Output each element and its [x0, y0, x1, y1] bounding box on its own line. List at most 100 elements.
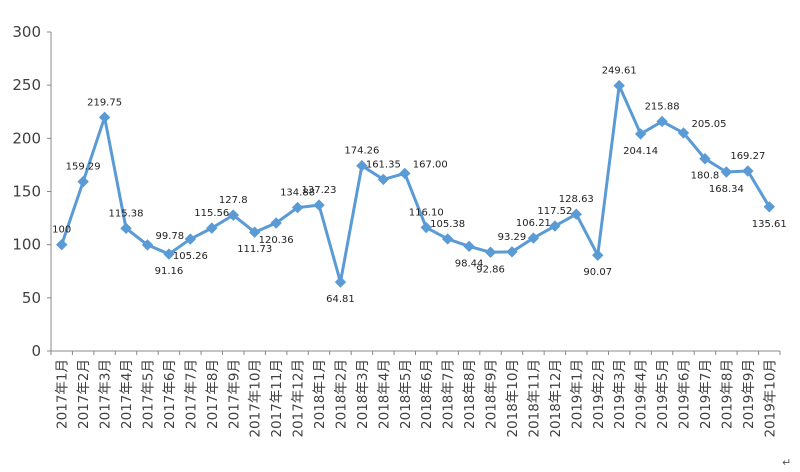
- data-point-marker: [677, 127, 690, 139]
- data-label: 92.86: [476, 264, 505, 275]
- data-point-marker: [184, 233, 197, 245]
- x-tick-label: 2017年4月: [119, 359, 135, 429]
- x-tick-label: 2019年8月: [719, 359, 735, 429]
- data-label: 117.52: [537, 206, 572, 217]
- data-label: 127.8: [219, 195, 248, 206]
- x-axis-ticks: 2017年1月 2017年2月 2017年3月 2017年4月 2017年5月 2017年…: [50, 351, 781, 438]
- data-point-marker: [270, 217, 282, 229]
- x-tick-label: 2018年11月: [526, 359, 542, 438]
- data-label: 99.78: [155, 231, 184, 242]
- data-point-marker: [313, 199, 325, 211]
- data-label: 135.61: [752, 219, 787, 230]
- data-point-marker: [549, 220, 561, 232]
- y-tick-label: 100: [12, 236, 41, 254]
- x-tick-label: 2019年3月: [612, 359, 628, 429]
- data-point-marker: [291, 201, 304, 214]
- data-label: 116.10: [409, 208, 444, 219]
- x-tick-label: 2017年11月: [269, 359, 285, 438]
- data-point-marker: [656, 115, 668, 128]
- data-label: 115.56: [194, 208, 229, 219]
- data-point-marker: [527, 232, 540, 244]
- x-tick-label: 2018年7月: [441, 359, 457, 429]
- x-tick-label: 2018年1月: [312, 359, 328, 429]
- x-tick-label: 2019年10月: [762, 359, 778, 438]
- data-label: 205.05: [692, 119, 727, 130]
- x-tick-label: 2019年9月: [741, 359, 757, 429]
- x-tick-label: 2017年1月: [55, 359, 71, 429]
- data-label: 159.29: [66, 162, 101, 173]
- x-tick-label: 2017年2月: [76, 359, 92, 429]
- data-label: 219.75: [87, 97, 122, 108]
- data-point-marker: [56, 238, 68, 251]
- x-tick-label: 2019年7月: [698, 359, 714, 429]
- data-label: 115.38: [109, 208, 144, 219]
- data-label: 174.26: [344, 146, 379, 157]
- data-point-marker: [720, 166, 733, 178]
- data-point-marker: [699, 153, 711, 165]
- data-label: 215.88: [645, 101, 680, 112]
- data-point-marker: [570, 208, 583, 220]
- data-point-marker: [356, 159, 368, 172]
- data-point-marker: [120, 222, 132, 235]
- data-label: 90.07: [583, 267, 612, 278]
- data-label: 64.81: [326, 294, 355, 305]
- data-point-marker: [742, 165, 754, 177]
- data-point-marker: [334, 276, 347, 288]
- data-label: 120.36: [259, 235, 294, 246]
- data-label: 180.8: [691, 171, 720, 182]
- data-label: 105.26: [173, 251, 208, 262]
- x-tick-label: 2018年8月: [462, 359, 478, 429]
- x-tick-label: 2018年3月: [355, 359, 371, 429]
- y-tick-label: 150: [12, 183, 41, 201]
- data-point-marker: [463, 240, 475, 253]
- x-tick-label: 2017年3月: [98, 359, 114, 429]
- data-point-marker: [399, 167, 411, 180]
- data-label: 137.23: [302, 185, 337, 196]
- x-tick-label: 2019年4月: [634, 359, 650, 429]
- data-label: 161.35: [366, 159, 401, 170]
- data-label: 105.38: [430, 219, 465, 230]
- data-point-marker: [613, 79, 625, 92]
- x-tick-label: 2017年8月: [205, 359, 221, 429]
- data-label: 134.88: [280, 188, 315, 199]
- data-point-marker: [484, 246, 497, 258]
- x-tick-label: 2017年7月: [183, 359, 199, 429]
- data-point-marker: [227, 209, 239, 221]
- data-point-marker: [441, 233, 454, 245]
- series-line: [60, 84, 771, 284]
- data-label: 168.34: [709, 184, 744, 195]
- data-point-marker: [77, 175, 89, 188]
- data-label: 93.29: [498, 232, 527, 243]
- data-point-marker: [98, 111, 111, 124]
- data-point-marker: [206, 222, 218, 234]
- x-tick-label: 2018年2月: [333, 359, 349, 429]
- x-tick-label: 2017年6月: [162, 359, 178, 429]
- x-tick-label: 2018年5月: [398, 359, 414, 429]
- x-tick-label: 2019年2月: [591, 359, 607, 429]
- data-label: 98.44: [455, 258, 484, 269]
- x-tick-label: 2018年6月: [419, 359, 435, 429]
- data-point-marker: [506, 246, 518, 258]
- data-point-marker: [592, 249, 604, 261]
- x-tick-label: 2018年12月: [548, 359, 564, 438]
- x-tick-label: 2017年5月: [140, 359, 156, 429]
- data-label: 204.14: [623, 146, 658, 157]
- y-tick-label: 300: [12, 23, 41, 41]
- data-label: 169.27: [730, 151, 765, 162]
- data-point-marker: [763, 201, 775, 213]
- data-point-marker: [163, 248, 175, 260]
- x-tick-label: 2017年10月: [248, 359, 264, 438]
- data-label: 106.21: [516, 218, 551, 229]
- y-tick-label: 50: [22, 289, 41, 307]
- x-tick-label: 2019年6月: [677, 359, 693, 429]
- data-point-marker: [420, 221, 432, 234]
- data-label: 249.61: [602, 66, 637, 77]
- return-mark: ↵: [782, 456, 791, 469]
- data-point-marker: [248, 226, 261, 238]
- data-label: 91.16: [155, 266, 184, 277]
- x-tick-label: 2019年5月: [655, 359, 671, 429]
- data-point-marker: [141, 239, 154, 251]
- y-tick-label: 0: [31, 342, 41, 360]
- data-labels: 100 159.29 219.75 115.38 99.78 91.16 105.26 115…: [52, 66, 787, 306]
